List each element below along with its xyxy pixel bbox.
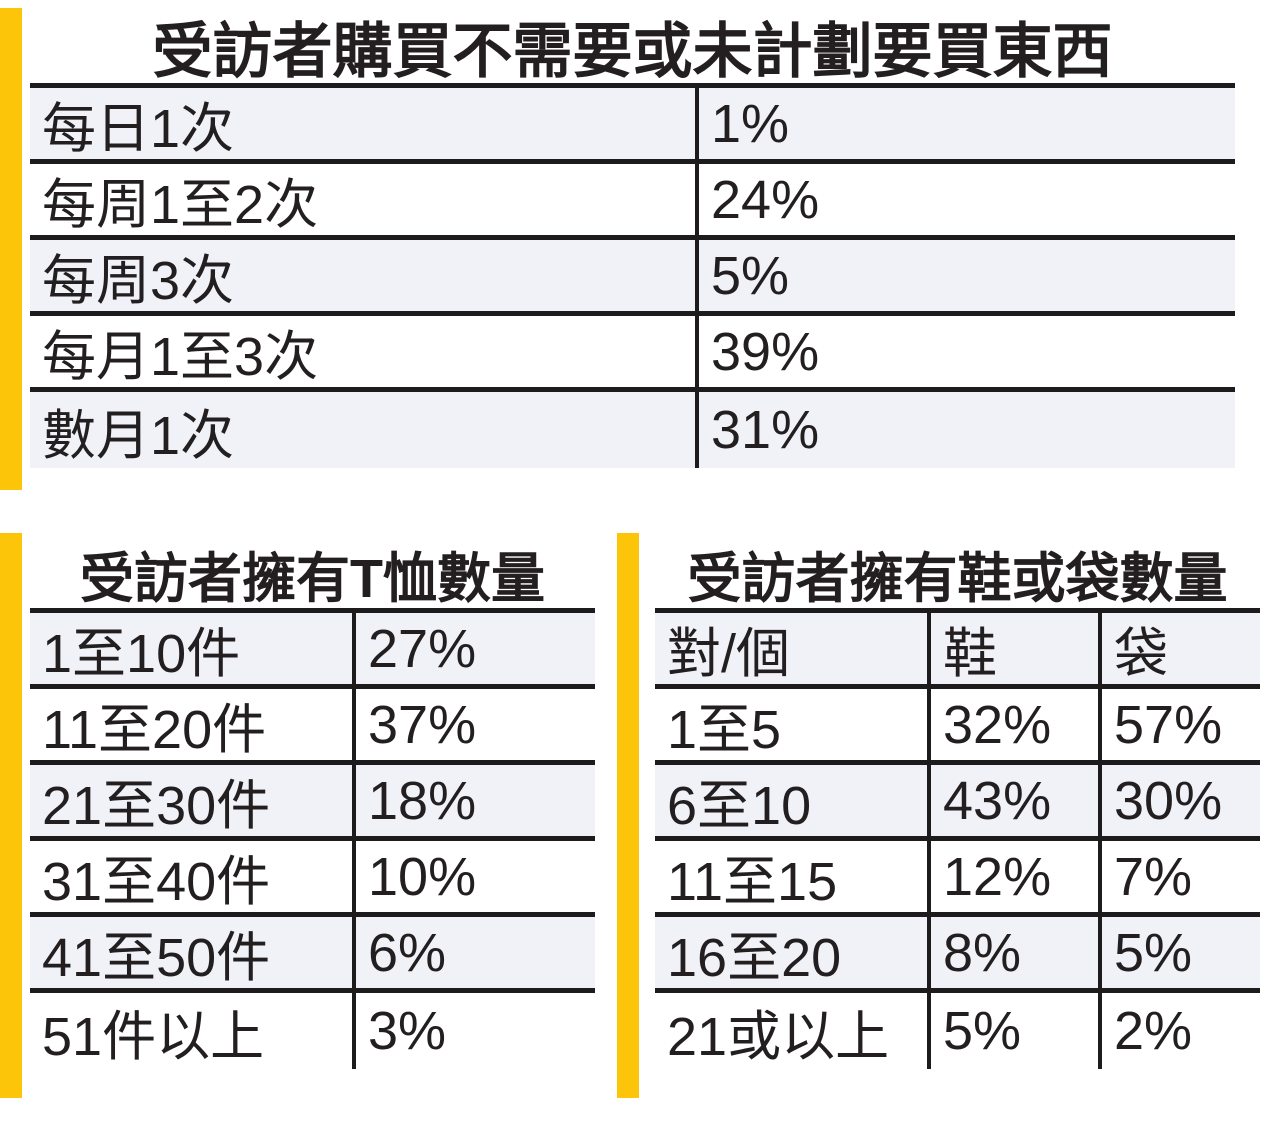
row-value-bags: 5%: [1098, 917, 1260, 988]
row-value: 3%: [352, 993, 595, 1069]
table-row: 1至10件 27%: [30, 613, 595, 689]
accent-bar-bottom-left: [0, 533, 22, 1098]
row-value-shoes: 32%: [927, 689, 1098, 760]
accent-bar-middle: [617, 533, 639, 1098]
table-row: 31至40件 10%: [30, 841, 595, 917]
table-row: 每月1至3次 39%: [30, 316, 1235, 392]
row-label: 每月1至3次: [42, 327, 319, 387]
row-label: 41至50件: [42, 928, 271, 988]
row-label: 21或以上: [667, 1006, 890, 1067]
accent-bar-top: [0, 8, 22, 490]
row-value-shoes: 12%: [927, 841, 1098, 912]
row-label: 每周1至2次: [42, 175, 319, 235]
row-value-bags: 30%: [1098, 765, 1260, 836]
row-value: 6%: [352, 917, 595, 988]
row-label: 21至30件: [42, 776, 271, 836]
table-row: 每日1次 1%: [30, 88, 1235, 164]
table-row: 21至30件 18%: [30, 765, 595, 841]
row-value: 37%: [352, 689, 595, 760]
table-title: 受訪者購買不需要或未計劃要買東西: [30, 10, 1235, 88]
table-row: 數月1次 31%: [30, 392, 1235, 468]
table-row: 41至50件 6%: [30, 917, 595, 993]
row-value: 24%: [695, 164, 1235, 235]
row-label: 11至20件: [42, 700, 267, 760]
row-label: 每日1次: [42, 99, 235, 159]
table-row: 11至20件 37%: [30, 689, 595, 765]
row-label: 1至10件: [42, 624, 241, 684]
row-value: 27%: [352, 613, 595, 684]
table-row: 16至20 8% 5%: [655, 917, 1260, 993]
table-row: 6至10 43% 30%: [655, 765, 1260, 841]
row-value-shoes: 8%: [927, 917, 1098, 988]
row-label: 31至40件: [42, 852, 271, 912]
row-value-bags: 2%: [1098, 993, 1260, 1069]
row-label: 11至15: [667, 852, 838, 912]
table-row: 每周1至2次 24%: [30, 164, 1235, 240]
row-value: 18%: [352, 765, 595, 836]
header-category: 對/個: [667, 624, 791, 684]
row-label: 16至20: [667, 928, 842, 988]
table-title: 受訪者擁有鞋或袋數量: [655, 538, 1260, 613]
table-row: 51件以上 3%: [30, 993, 595, 1069]
row-value-shoes: 43%: [927, 765, 1098, 836]
row-value-bags: 57%: [1098, 689, 1260, 760]
header-bags: 袋: [1098, 613, 1260, 684]
row-label: 6至10: [667, 776, 812, 836]
table-row: 11至15 12% 7%: [655, 841, 1260, 917]
header-shoes: 鞋: [927, 613, 1098, 684]
table-row: 1至5 32% 57%: [655, 689, 1260, 765]
table-title: 受訪者擁有T恤數量: [30, 538, 595, 613]
row-label: 數月1次: [42, 405, 235, 466]
table-row: 每周3次 5%: [30, 240, 1235, 316]
table-row: 21或以上 5% 2%: [655, 993, 1260, 1069]
shoes-bags-count-table: 受訪者擁有鞋或袋數量 對/個 鞋 袋 1至5 32% 57% 6至10 43% …: [655, 538, 1260, 1069]
row-value-bags: 7%: [1098, 841, 1260, 912]
row-value-shoes: 5%: [927, 993, 1098, 1069]
table-header-row: 對/個 鞋 袋: [655, 613, 1260, 689]
row-label: 每周3次: [42, 251, 235, 311]
row-value: 39%: [695, 316, 1235, 387]
impulse-buying-frequency-table: 受訪者購買不需要或未計劃要買東西 每日1次 1% 每周1至2次 24% 每周3次…: [30, 10, 1235, 468]
row-label: 1至5: [667, 700, 782, 760]
row-value: 10%: [352, 841, 595, 912]
row-value: 5%: [695, 240, 1235, 311]
row-value: 31%: [695, 392, 1235, 468]
tshirt-count-table: 受訪者擁有T恤數量 1至10件 27% 11至20件 37% 21至30件 18…: [30, 538, 595, 1069]
row-value: 1%: [695, 88, 1235, 159]
row-label: 51件以上: [42, 1006, 265, 1067]
